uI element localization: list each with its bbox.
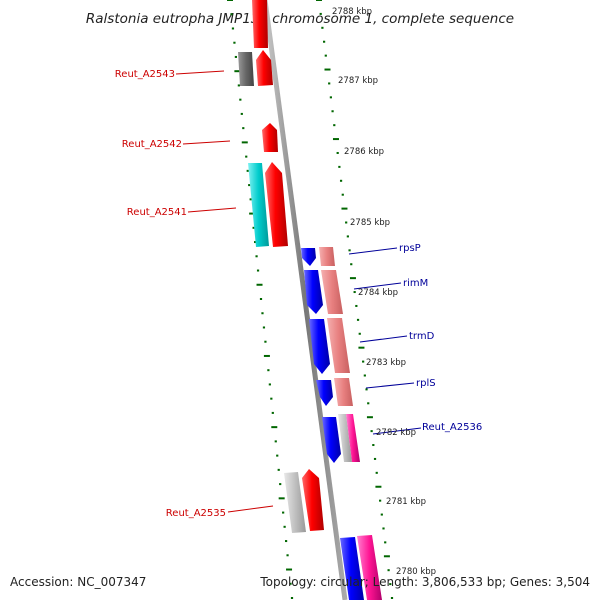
map-title: Ralstonia eutropha JMP134 chromosome 1, … (86, 11, 514, 27)
ruler-label-2785: 2785 kbp (350, 218, 390, 228)
gene-label-reut-a2542[interactable]: Reut_A2542 (122, 139, 182, 150)
leader-rpsP (348, 247, 398, 255)
gene-label-reut-a2535[interactable]: Reut_A2535 (166, 508, 226, 519)
gene-bottom-blue[interactable] (340, 537, 364, 600)
gene-reut-a2536-blue[interactable] (322, 417, 341, 463)
gene-rplS-pink[interactable] (334, 378, 353, 406)
gene-label-rplS[interactable]: rplS (416, 378, 436, 389)
ruler-label-2780: 2780 kbp (396, 567, 436, 577)
accession-text: Accession: NC_007347 (10, 575, 147, 589)
ruler-label-2784: 2784 kbp (358, 288, 398, 298)
leader-reut-a2535 (227, 505, 274, 513)
topology-text: Topology: circular; Length: 3,806,533 bp… (260, 575, 590, 589)
gene-rimM-pink[interactable] (321, 270, 343, 314)
gene-rplS[interactable] (316, 380, 333, 406)
gene-top-red[interactable] (252, 0, 268, 48)
gene-label-rpsP[interactable]: rpsP (399, 243, 421, 254)
gene-trmD[interactable] (309, 319, 330, 374)
leader-reut-a2543 (175, 70, 225, 75)
leader-reut-a2541 (187, 207, 237, 213)
gene-rpsP[interactable] (301, 248, 316, 266)
leader-rimM (353, 282, 402, 290)
gene-label-reut-a2541[interactable]: Reut_A2541 (127, 207, 187, 218)
gene-rimM[interactable] (304, 270, 323, 314)
leader-rplS (365, 382, 415, 389)
gene-reut-a2541-rna[interactable] (248, 163, 269, 247)
gene-reut-a2535[interactable] (302, 469, 324, 531)
leader-reut-a2542 (182, 140, 231, 145)
gene-reut-a2543-gray[interactable] (238, 52, 254, 86)
ruler-label-2788: 2788 kbp (332, 7, 372, 17)
backbone-line (262, 0, 348, 600)
leader-reut-a2536 (372, 427, 422, 435)
gene-label-reut-a2543[interactable]: Reut_A2543 (115, 69, 175, 80)
ruler-label-2783: 2783 kbp (366, 358, 406, 368)
inner-tick-track (227, 0, 294, 599)
gene-reut-a2541[interactable] (265, 162, 288, 247)
gene-trmD-pink[interactable] (327, 318, 350, 373)
gene-reut-a2542[interactable] (262, 123, 278, 152)
leader-trmD (359, 335, 408, 343)
ruler-label-2782: 2782 kbp (376, 428, 416, 438)
gene-reut-a2535-gray[interactable] (284, 472, 306, 533)
gene-reut-a2536-gray[interactable] (338, 414, 352, 462)
gene-reut-a2536[interactable] (346, 414, 360, 462)
gene-label-rimM[interactable]: rimM (403, 278, 428, 289)
ruler-label-2787: 2787 kbp (338, 76, 378, 86)
outer-tick-track (316, 0, 394, 599)
ruler-label-2781: 2781 kbp (386, 497, 426, 507)
gene-rpsP-pink[interactable] (319, 247, 335, 266)
ruler-label-2786: 2786 kbp (344, 147, 384, 157)
gene-bottom-magenta[interactable] (357, 535, 382, 600)
gene-label-reut-a2536[interactable]: Reut_A2536 (422, 422, 482, 433)
gene-reut-a2543[interactable] (256, 50, 273, 86)
gene-label-trmD[interactable]: trmD (409, 331, 435, 342)
